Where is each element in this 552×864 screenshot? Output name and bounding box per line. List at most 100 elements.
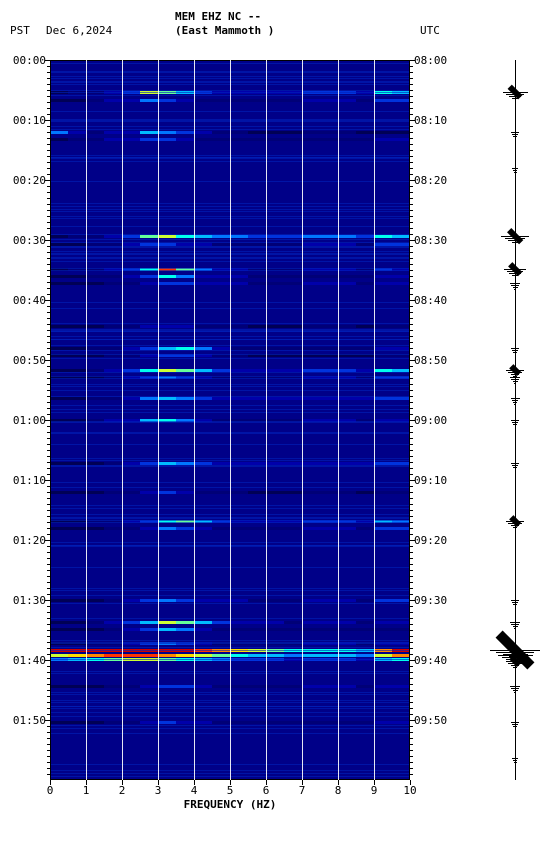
y-minor-tick (47, 78, 50, 79)
seismo-spike (513, 287, 518, 288)
y-left-label: 01:00 (4, 414, 50, 427)
y-minor-tick (47, 330, 50, 331)
y-minor-tick (410, 708, 413, 709)
y-minor-tick (47, 504, 50, 505)
y-minor-tick (410, 468, 413, 469)
y-minor-tick (410, 426, 413, 427)
y-minor-tick (47, 294, 50, 295)
y-right-label: 09:20 (410, 534, 447, 547)
location-label: (East Mammoth ) (175, 24, 274, 37)
y-minor-tick (47, 318, 50, 319)
y-left-label: 00:20 (4, 174, 50, 187)
y-minor-tick (47, 684, 50, 685)
y-minor-tick (47, 108, 50, 109)
spectrogram-plot: 00:0000:1000:2000:3000:4000:5001:0001:10… (50, 60, 410, 780)
seismo-spike (513, 467, 517, 468)
y-minor-tick (410, 66, 413, 67)
y-minor-tick (410, 294, 413, 295)
y-minor-tick (47, 462, 50, 463)
y-minor-tick (47, 702, 50, 703)
y-minor-tick (410, 396, 413, 397)
y-minor-tick (47, 588, 50, 589)
y-minor-tick (47, 390, 50, 391)
seismo-spike (508, 523, 521, 524)
y-minor-tick (410, 102, 413, 103)
seismo-spike (512, 350, 518, 351)
y-minor-tick (47, 450, 50, 451)
y-minor-tick (47, 366, 50, 367)
y-minor-tick (47, 516, 50, 517)
y-minor-tick (410, 306, 413, 307)
y-minor-tick (47, 432, 50, 433)
y-minor-tick (47, 336, 50, 337)
y-minor-tick (410, 144, 413, 145)
y-minor-tick (47, 204, 50, 205)
y-minor-tick (47, 372, 50, 373)
y-minor-tick (410, 342, 413, 343)
seismo-spike (512, 758, 518, 759)
y-minor-tick (410, 288, 413, 289)
y-minor-tick (47, 132, 50, 133)
y-minor-tick (47, 138, 50, 139)
x-tick-label: 6 (263, 780, 270, 797)
y-minor-tick (410, 258, 413, 259)
y-minor-tick (410, 72, 413, 73)
seismo-spike (513, 626, 518, 627)
x-tick-label: 5 (227, 780, 234, 797)
seismo-spike (511, 285, 519, 286)
y-minor-tick (410, 126, 413, 127)
y-minor-tick (410, 204, 413, 205)
y-minor-tick (410, 378, 413, 379)
y-minor-tick (47, 558, 50, 559)
grid-line (338, 60, 339, 780)
y-right-label: 09:10 (410, 474, 447, 487)
y-right-label: 08:00 (410, 54, 447, 67)
y-minor-tick (47, 282, 50, 283)
y-left-label: 00:40 (4, 294, 50, 307)
seismo-spike (511, 525, 520, 526)
y-minor-tick (47, 528, 50, 529)
y-minor-tick (47, 438, 50, 439)
y-minor-tick (47, 342, 50, 343)
y-minor-tick (410, 174, 413, 175)
y-minor-tick (47, 222, 50, 223)
seismo-spike (512, 98, 518, 99)
seismo-spike (513, 381, 518, 382)
y-minor-tick (410, 624, 413, 625)
seismo-spike (513, 352, 517, 353)
y-minor-tick (410, 522, 413, 523)
y-minor-tick (47, 564, 50, 565)
y-minor-tick (410, 678, 413, 679)
seismo-spike (513, 136, 517, 137)
seismo-spike (512, 400, 519, 401)
y-minor-tick (410, 714, 413, 715)
seismo-spike (511, 624, 519, 625)
y-minor-tick (47, 714, 50, 715)
y-minor-tick (410, 348, 413, 349)
seismogram-trace (490, 60, 540, 780)
y-minor-tick (47, 756, 50, 757)
seismo-spike (511, 132, 519, 133)
seismo-spike (511, 463, 519, 464)
y-minor-tick (410, 222, 413, 223)
y-minor-tick (47, 276, 50, 277)
y-minor-tick (410, 492, 413, 493)
y-minor-tick (47, 444, 50, 445)
seismo-spike (511, 600, 519, 601)
seismo-spike (514, 172, 517, 173)
y-left-label: 00:30 (4, 234, 50, 247)
seismo-spike (513, 604, 517, 605)
seismo-spike (514, 692, 517, 693)
y-minor-tick (47, 468, 50, 469)
y-minor-tick (47, 258, 50, 259)
seismo-spike (510, 686, 520, 687)
y-minor-tick (410, 738, 413, 739)
y-minor-tick (47, 216, 50, 217)
seismo-spike (508, 663, 521, 664)
y-right-label: 09:00 (410, 414, 447, 427)
grid-line (266, 60, 267, 780)
y-left-label: 01:10 (4, 474, 50, 487)
tz-left-label: PST (10, 24, 30, 37)
y-minor-tick (47, 66, 50, 67)
y-minor-tick (47, 654, 50, 655)
